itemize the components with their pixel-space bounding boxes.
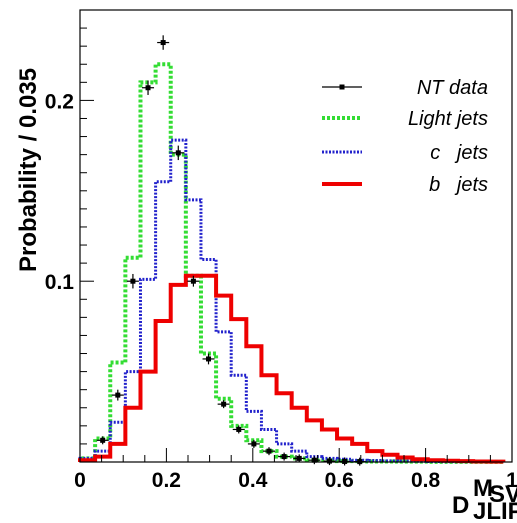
y-axis-label: Probability / 0.035 [15, 68, 42, 272]
x-axis-label: D M SV JLIP [452, 475, 517, 523]
x-tick-label: 0 [74, 469, 86, 492]
x-axis-label-supsub: SV [489, 481, 517, 508]
legend-entry: b jets [322, 174, 488, 196]
legend-label: Light jets [408, 108, 488, 130]
x-tick-label: 1 [506, 469, 517, 492]
data-point [323, 457, 336, 466]
data-point [187, 275, 200, 287]
data-point [111, 389, 124, 401]
legend-label: c jets [430, 142, 488, 164]
data-point [293, 454, 306, 463]
histogram-3 [78, 273, 506, 464]
y-tick-label: 0.2 [45, 90, 74, 113]
data-point [232, 425, 245, 434]
data-point [202, 353, 215, 365]
data-point [263, 447, 275, 456]
x-tick-label: 0.2 [152, 469, 181, 492]
data-point [278, 452, 291, 461]
data-point [247, 439, 260, 448]
data-point [96, 436, 109, 445]
data-point [157, 35, 170, 50]
data-point [308, 456, 321, 465]
x-axis-label-main: D [452, 492, 469, 519]
legend: NT data Light jets c jets b jets [322, 77, 488, 196]
x-axis-label-sup: M [473, 475, 493, 502]
data-point [217, 400, 230, 409]
legend-entry: Light jets [322, 108, 488, 130]
tick-labels: 0 0.2 0.4 0.6 0.8 1 0.1 0.2 [45, 90, 517, 492]
legend-entry: c jets [322, 142, 488, 164]
y-tick-label: 0.1 [45, 271, 75, 294]
x-tick-label: 0.6 [325, 469, 354, 492]
x-axis-label-sub: JLIP [473, 498, 517, 523]
x-tick-label: 0.8 [411, 469, 441, 492]
legend-label: b jets [429, 174, 488, 196]
x-tick-label: 0.4 [238, 469, 268, 492]
data-point [172, 145, 185, 161]
data-point [142, 80, 155, 95]
data-points [96, 35, 366, 466]
axis-ticks [79, 9, 513, 463]
data-point [126, 273, 139, 289]
legend-label: NT data [417, 77, 488, 99]
legend-entry: NT data [322, 77, 488, 99]
